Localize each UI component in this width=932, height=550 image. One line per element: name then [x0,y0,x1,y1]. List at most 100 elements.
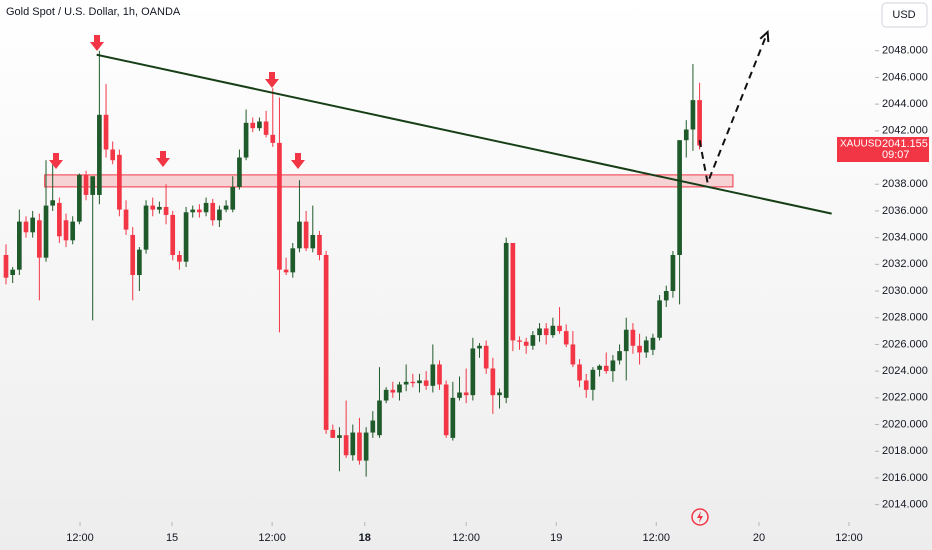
candle-body [497,392,502,396]
candle-body [83,174,89,195]
candle-body [610,360,616,372]
candle-body [217,209,222,221]
x-tick-label: 12:00 [452,532,480,544]
projection-head [759,29,770,43]
y-tick-label: 2028.000 [882,312,928,324]
y-tick-label: 2014.000 [882,499,928,511]
y-tick-label: 2038.000 [882,178,928,190]
candle-body [557,325,562,332]
y-tick-label: 2048.000 [882,45,928,57]
candle-body [550,325,556,336]
y-tick-label: 2026.000 [882,338,928,350]
candle-body [97,114,102,195]
candle-body [337,435,342,438]
candle-body [530,335,536,346]
candle-body [57,202,62,237]
candle-body [583,380,589,390]
y-tick-label: 2044.000 [882,98,928,110]
chart-title: Gold Spot / U.S. Dollar, 1h, OANDA [6,6,181,18]
candle-body [350,432,356,456]
arrow-marker [156,151,170,167]
candle-body [450,397,456,438]
candle-body [590,369,596,390]
candle-body [570,344,576,365]
candle-body [630,329,636,346]
candle-body [3,254,9,278]
candle-body [90,176,96,195]
alert-circle [691,508,709,526]
candle-body [623,329,629,352]
candle-body [270,134,276,143]
candle-body [50,200,56,206]
candle-body [417,380,422,384]
candle-body [237,157,242,187]
x-tick-label: 12:00 [642,532,670,544]
candle-body [383,389,389,401]
candle-body [643,340,649,353]
candle-body [443,384,449,436]
candle-body [190,209,196,213]
candle-body [143,205,149,250]
candle-body [370,420,376,433]
candle-body [543,328,549,336]
candle-body [10,269,16,276]
candle-body [43,205,49,258]
candle-body [123,209,129,230]
candle-body [23,221,29,233]
candle-body [563,331,569,345]
candle-body [603,365,609,372]
candle-body [30,217,36,233]
y-tick-label: 2024.000 [882,365,928,377]
candle-body [310,234,316,249]
candle-body [683,129,689,141]
projection [698,31,769,187]
markers [49,35,305,169]
alert-bolt [697,511,703,523]
last-price: 2041.155 [882,138,928,150]
candle-body [17,221,22,270]
arrow-marker [265,72,279,88]
candle-body [510,242,516,341]
y-tick-label: 2018.000 [882,445,928,457]
y-tick-label: 2030.000 [882,285,928,297]
candle-body [210,202,216,221]
x-tick-label: 12:00 [835,532,863,544]
candle-body [250,122,256,129]
candle-body [243,122,249,158]
y-tick-label: 2046.000 [882,71,928,83]
candle-body [303,221,309,249]
candle-body [77,174,82,222]
currency-button[interactable] [881,2,928,28]
y-tick-label: 2036.000 [882,205,928,217]
candle-body [397,384,402,393]
candle-body [577,364,582,381]
alert-icon[interactable] [691,508,709,526]
y-tick-label: 2042.000 [882,125,928,137]
zone [44,174,734,188]
x-tick-label: 15 [166,532,178,544]
candle-body [223,205,229,210]
candle-body [617,351,622,361]
arrow-marker [291,153,305,169]
candle-body [157,206,162,210]
x-tick-label: 12:00 [66,532,94,544]
candle-body [470,348,476,396]
x-tick-label: 20 [753,532,765,544]
candle-body [130,234,136,276]
candle-body [463,392,469,396]
candle-body [537,328,542,336]
candle-body [70,221,76,241]
candle-body [357,432,362,461]
candle-body [437,364,442,385]
y-tick-label: 2016.000 [882,472,928,484]
candle-body [650,337,656,350]
candle-body [670,254,676,292]
arrow-marker [90,35,104,51]
arrow-marker [49,153,63,169]
y-tick-label: 2020.000 [882,418,928,430]
candle-body [63,220,69,241]
candle-body [137,249,142,276]
candle-body [170,214,176,255]
